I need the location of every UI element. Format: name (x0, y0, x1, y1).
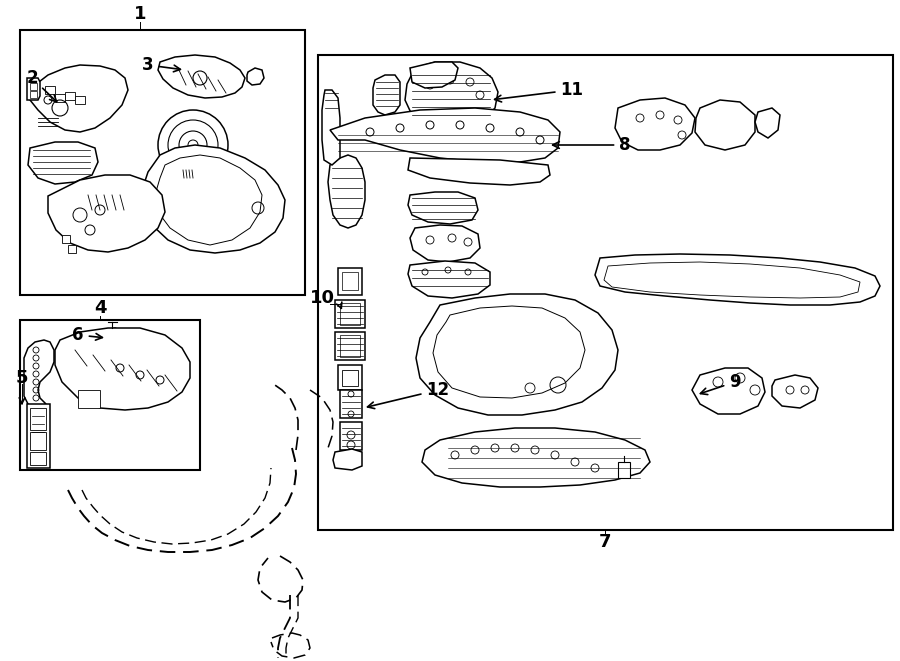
Polygon shape (142, 145, 285, 253)
Polygon shape (30, 65, 128, 132)
Bar (342, 370, 358, 386)
Bar (68, 245, 76, 253)
Text: 5: 5 (16, 369, 28, 387)
Bar (335, 300, 365, 328)
Text: 3: 3 (142, 56, 180, 74)
Bar (30, 452, 46, 465)
Bar (340, 335, 360, 357)
Polygon shape (695, 100, 755, 150)
Bar (65, 92, 75, 100)
Polygon shape (330, 108, 560, 162)
Polygon shape (410, 62, 458, 88)
Text: 10: 10 (310, 289, 335, 307)
Bar (75, 96, 85, 104)
Polygon shape (55, 328, 190, 410)
Bar (338, 365, 362, 390)
Bar (20, 30, 305, 295)
Text: 8: 8 (553, 136, 631, 154)
Polygon shape (615, 98, 695, 150)
Bar (340, 390, 362, 418)
Polygon shape (105, 328, 120, 345)
Bar (45, 86, 55, 94)
Bar (78, 390, 100, 408)
Polygon shape (373, 75, 400, 115)
Text: 6: 6 (72, 326, 103, 344)
Bar (27, 404, 50, 468)
Polygon shape (328, 155, 365, 228)
Text: 12: 12 (367, 381, 450, 408)
Bar (30, 408, 46, 430)
Polygon shape (772, 375, 818, 408)
Polygon shape (27, 78, 40, 100)
Text: 2: 2 (26, 69, 57, 102)
Polygon shape (28, 142, 98, 184)
Text: 9: 9 (700, 373, 741, 395)
Polygon shape (333, 449, 362, 470)
Bar (20, 320, 200, 470)
Polygon shape (405, 62, 498, 128)
Bar (340, 303, 360, 325)
Polygon shape (595, 254, 880, 305)
Text: 1: 1 (134, 5, 146, 23)
Bar (618, 462, 630, 478)
Polygon shape (24, 340, 54, 408)
Polygon shape (692, 368, 765, 414)
Polygon shape (158, 55, 245, 98)
Polygon shape (408, 192, 478, 224)
Polygon shape (416, 294, 618, 415)
Bar (318, 55, 893, 530)
Bar (340, 422, 362, 450)
Bar (55, 94, 65, 102)
Bar (30, 432, 46, 450)
Polygon shape (755, 108, 780, 138)
Bar (338, 268, 362, 295)
Text: 4: 4 (94, 299, 106, 317)
Polygon shape (247, 68, 264, 85)
Polygon shape (48, 175, 165, 252)
Bar (342, 272, 358, 290)
Text: 7: 7 (598, 533, 611, 551)
Text: 11: 11 (495, 81, 583, 102)
Bar (30, 91, 37, 98)
Polygon shape (410, 225, 480, 262)
Bar (30, 83, 37, 90)
Bar (62, 235, 70, 243)
Polygon shape (322, 90, 340, 165)
Polygon shape (422, 428, 650, 487)
Polygon shape (408, 261, 490, 298)
Bar (335, 332, 365, 360)
Polygon shape (408, 158, 550, 185)
